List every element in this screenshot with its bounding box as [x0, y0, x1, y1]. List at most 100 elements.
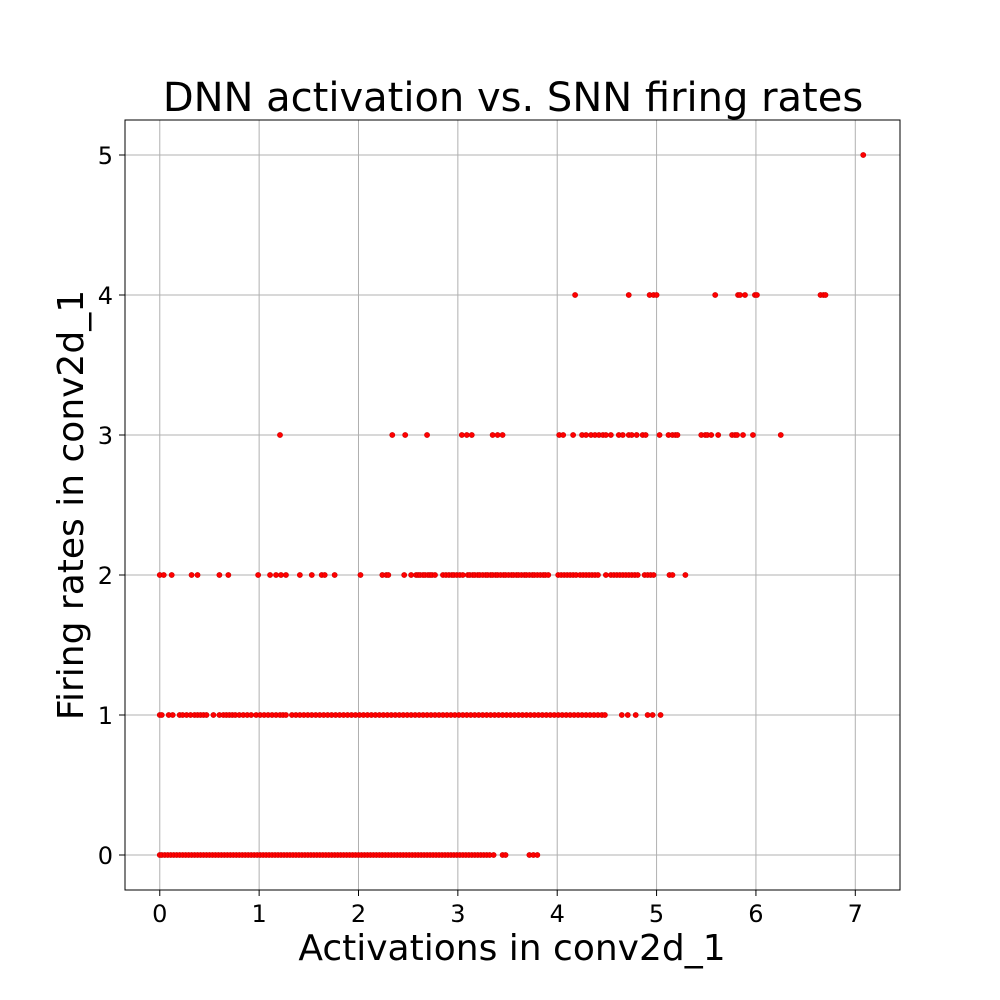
chart-title: DNN activation vs. SNN firing rates — [163, 75, 863, 121]
y-tick-label: 3 — [98, 422, 113, 450]
data-point — [570, 432, 577, 438]
data-point — [634, 572, 641, 578]
data-point — [607, 432, 614, 438]
plot-area — [125, 120, 900, 890]
data-point — [656, 432, 663, 438]
data-point — [278, 572, 284, 578]
data-point — [708, 432, 715, 438]
data-point — [402, 432, 409, 438]
data-point — [737, 292, 743, 298]
x-tick-label: 2 — [351, 900, 366, 928]
data-point — [424, 432, 430, 438]
data-point — [674, 432, 681, 438]
data-point — [777, 432, 784, 438]
data-point — [625, 292, 632, 298]
data-point — [210, 712, 217, 718]
data-point — [468, 432, 475, 438]
data-point — [715, 432, 722, 438]
data-point — [277, 432, 283, 438]
data-point — [273, 572, 279, 578]
data-point — [432, 572, 438, 578]
data-point — [158, 712, 165, 718]
data-point — [308, 572, 315, 578]
x-axis-label: Activations in conv2d_1 — [298, 928, 725, 969]
data-point — [494, 432, 501, 438]
data-point — [742, 292, 748, 298]
data-point — [225, 572, 232, 578]
y-tick-label: 2 — [98, 562, 113, 590]
data-point — [750, 432, 756, 438]
data-point — [296, 572, 303, 578]
data-point — [194, 572, 201, 578]
data-point — [740, 432, 746, 438]
data-point — [618, 712, 625, 718]
y-tick-label: 0 — [98, 842, 113, 870]
y-tick-label: 1 — [98, 702, 113, 730]
data-point — [624, 712, 631, 718]
data-point — [560, 432, 567, 438]
x-tick-label: 0 — [152, 900, 167, 928]
x-tick-label: 7 — [848, 900, 863, 928]
data-point — [632, 712, 639, 718]
data-point — [602, 572, 609, 578]
data-point — [267, 572, 273, 578]
data-point — [248, 712, 255, 718]
data-point — [490, 852, 497, 858]
data-point — [401, 572, 408, 578]
data-point — [653, 292, 660, 298]
data-point — [545, 572, 552, 578]
x-tick-label: 3 — [450, 900, 465, 928]
data-point — [642, 432, 649, 438]
data-point — [602, 432, 609, 438]
data-point — [283, 572, 289, 578]
data-point — [682, 572, 689, 578]
data-point — [389, 432, 396, 438]
data-point — [283, 712, 289, 718]
data-point — [463, 432, 470, 438]
data-point — [712, 292, 719, 298]
data-point — [408, 572, 415, 578]
data-point — [188, 572, 195, 578]
data-point — [669, 572, 676, 578]
data-points — [156, 152, 867, 858]
data-point — [502, 852, 509, 858]
x-tick-label: 4 — [550, 900, 565, 928]
y-tick-label: 4 — [98, 282, 113, 310]
data-point — [168, 572, 175, 578]
data-point — [216, 572, 223, 578]
data-point — [657, 712, 664, 718]
data-point — [644, 712, 651, 718]
data-point — [357, 572, 364, 578]
data-point — [169, 712, 176, 718]
x-tick-label: 1 — [251, 900, 266, 928]
data-point — [628, 432, 635, 438]
data-point — [255, 572, 262, 578]
data-point — [633, 432, 640, 438]
data-point — [572, 292, 578, 298]
data-point — [602, 712, 608, 718]
data-point — [734, 432, 740, 438]
data-point — [459, 572, 466, 578]
plot-frame — [124, 119, 901, 891]
data-point — [489, 432, 496, 438]
data-point — [321, 572, 328, 578]
data-point — [583, 432, 589, 438]
x-axis: 0 1 2 3 4 5 6 7 — [152, 890, 863, 928]
data-point — [860, 152, 867, 158]
data-point — [595, 572, 601, 578]
y-tick-label: 5 — [98, 142, 113, 170]
data-point — [499, 432, 506, 438]
data-point — [458, 432, 465, 438]
x-tick-label: 5 — [649, 900, 664, 928]
data-point — [160, 572, 167, 578]
data-point — [203, 712, 210, 718]
y-axis: 0 1 2 3 4 5 — [98, 142, 125, 870]
data-point — [331, 572, 338, 578]
data-point — [650, 572, 657, 578]
data-point — [649, 712, 656, 718]
data-point — [534, 852, 541, 858]
data-point — [822, 292, 829, 298]
y-axis-label: Firing rates in conv2d_1 — [51, 290, 92, 720]
data-point — [619, 432, 626, 438]
